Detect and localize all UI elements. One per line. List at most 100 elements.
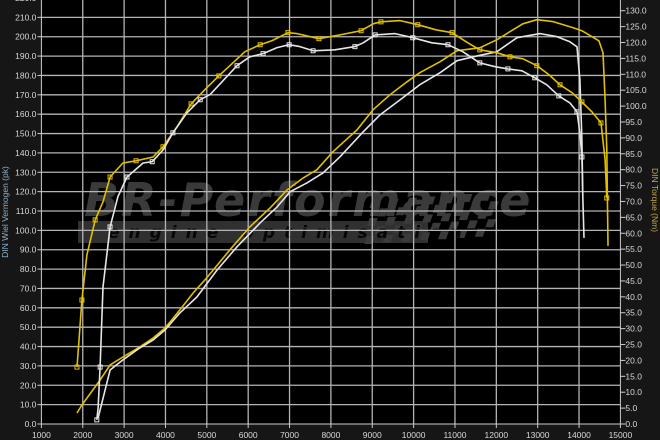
y-right-tick-label: 30.0 xyxy=(625,324,642,334)
y-right-tick-label: 130.0 xyxy=(625,6,647,16)
y-left-tick-label: 50.0 xyxy=(20,322,37,332)
flag-square xyxy=(414,206,426,214)
data-point-marker xyxy=(149,159,155,165)
y-right-axis-label: DIN Torque (Nm) xyxy=(650,168,660,232)
flag-square xyxy=(393,225,405,234)
data-point-marker xyxy=(79,297,85,303)
y-right-tick-label: 45.0 xyxy=(625,276,642,286)
y-right-tick-label: 110.0 xyxy=(625,69,646,79)
y-left-tick-label: 20.0 xyxy=(20,380,37,390)
data-point-marker xyxy=(415,22,421,28)
series-line xyxy=(76,18,609,414)
series-white-power xyxy=(97,32,585,419)
y-right-tick-label: 10.0 xyxy=(625,387,642,397)
flag-square xyxy=(385,216,397,225)
series-line xyxy=(97,32,585,419)
data-point-marker xyxy=(532,75,538,81)
data-point-marker xyxy=(170,130,176,136)
y-left-tick-label: 180.0 xyxy=(15,70,37,80)
y-right-tick-label: 60.0 xyxy=(625,228,642,238)
flag-square xyxy=(424,196,436,205)
x-tick-label: 15000 xyxy=(609,430,633,440)
data-point-marker xyxy=(477,60,483,66)
x-tick-label: 4000 xyxy=(156,430,175,440)
flag-square xyxy=(382,234,394,243)
y-left-axis-label: DIN Wiel Vermogen (pk) xyxy=(0,166,10,258)
data-point-marker xyxy=(449,30,455,36)
series-white-torque xyxy=(94,32,585,423)
data-point-marker xyxy=(133,158,139,164)
logo-tagline: engine optimisation xyxy=(108,223,471,243)
y-left-tick-label: 160.0 xyxy=(15,109,37,119)
flag-square xyxy=(403,215,415,224)
data-point-marker xyxy=(124,174,130,180)
data-point-marker xyxy=(574,109,580,115)
data-point-marker xyxy=(92,217,98,223)
logo-brand: BR-Performance xyxy=(84,173,532,227)
x-tick-label: 12000 xyxy=(485,430,509,440)
data-point-marker xyxy=(285,30,291,36)
y-right-tick-label: 55.0 xyxy=(625,244,642,254)
data-point-marker xyxy=(477,47,483,53)
axes: 1000 2000 3000 4000 5000 6000 7000 8000 9000 1000… xyxy=(15,0,647,440)
flag-square xyxy=(401,233,412,242)
data-point-marker xyxy=(286,42,292,48)
x-tick-label: 13000 xyxy=(526,430,550,440)
y-right-tick-label: 0.0 xyxy=(625,419,637,429)
x-tick-label: 7000 xyxy=(280,430,299,440)
y-left-tick-label: 110.0 xyxy=(16,206,37,216)
data-point-marker xyxy=(358,28,364,34)
y-right-tick-label: 20.0 xyxy=(625,355,642,365)
y-left-tick-label: 120.0 xyxy=(15,187,37,197)
data-point-marker xyxy=(579,154,585,160)
y-right-tick-label: 105.0 xyxy=(625,85,647,95)
data-point-marker xyxy=(507,54,513,60)
flag-square xyxy=(466,220,478,229)
y-left-tick-label: 10.0 xyxy=(20,400,37,410)
y-right-tick-label: 65.0 xyxy=(625,212,642,222)
data-point-marker xyxy=(579,99,585,105)
y-right-tick-label: 125.0 xyxy=(625,22,647,32)
data-point-marker xyxy=(107,174,113,180)
data-point-marker xyxy=(216,73,222,79)
series-line xyxy=(76,19,608,368)
x-tick-label: 10000 xyxy=(402,430,426,440)
x-tick-label: 5000 xyxy=(197,430,216,440)
flag-square xyxy=(443,195,454,204)
x-tick-label: 11000 xyxy=(443,430,466,440)
data-point-marker xyxy=(260,51,266,57)
y-right-tick-label: 35.0 xyxy=(625,308,642,318)
y-left-tick-label: 200.0 xyxy=(15,32,37,42)
data-point-marker xyxy=(556,93,562,99)
x-tick-label: 2000 xyxy=(73,430,92,440)
flag-square xyxy=(429,222,441,231)
y-right-tick-label: 100.0 xyxy=(625,101,647,111)
flag-square xyxy=(485,219,497,228)
y-right-tick-label: 15.0 xyxy=(625,371,642,381)
x-tick-label: 1000 xyxy=(32,430,51,440)
flag-square xyxy=(437,231,449,240)
data-point-marker xyxy=(505,66,511,72)
data-point-marker xyxy=(107,224,113,230)
flag-square xyxy=(440,213,452,222)
data-point-marker xyxy=(316,36,322,42)
data-point-marker xyxy=(74,364,80,370)
flag-square xyxy=(448,221,460,230)
y-left-tick-label: 80.0 xyxy=(20,264,37,274)
data-point-marker xyxy=(534,63,540,69)
y-left-tick-label: 150.0 xyxy=(15,129,37,139)
data-point-marker xyxy=(197,97,203,103)
x-tick-label: 3000 xyxy=(115,430,134,440)
y-right-tick-label: 95.0 xyxy=(625,117,642,127)
data-point-marker xyxy=(372,32,378,38)
y-right-tick-label: 70.0 xyxy=(625,196,642,206)
flag-square xyxy=(406,197,418,206)
flag-square xyxy=(458,212,470,220)
flag-square xyxy=(456,230,468,238)
data-point-marker xyxy=(188,101,194,107)
y-left-tick-label: 70.0 xyxy=(20,283,37,293)
data-point-marker xyxy=(234,63,240,69)
left-axis-panel xyxy=(0,0,42,440)
y-left-tick-label: 40.0 xyxy=(20,342,37,352)
